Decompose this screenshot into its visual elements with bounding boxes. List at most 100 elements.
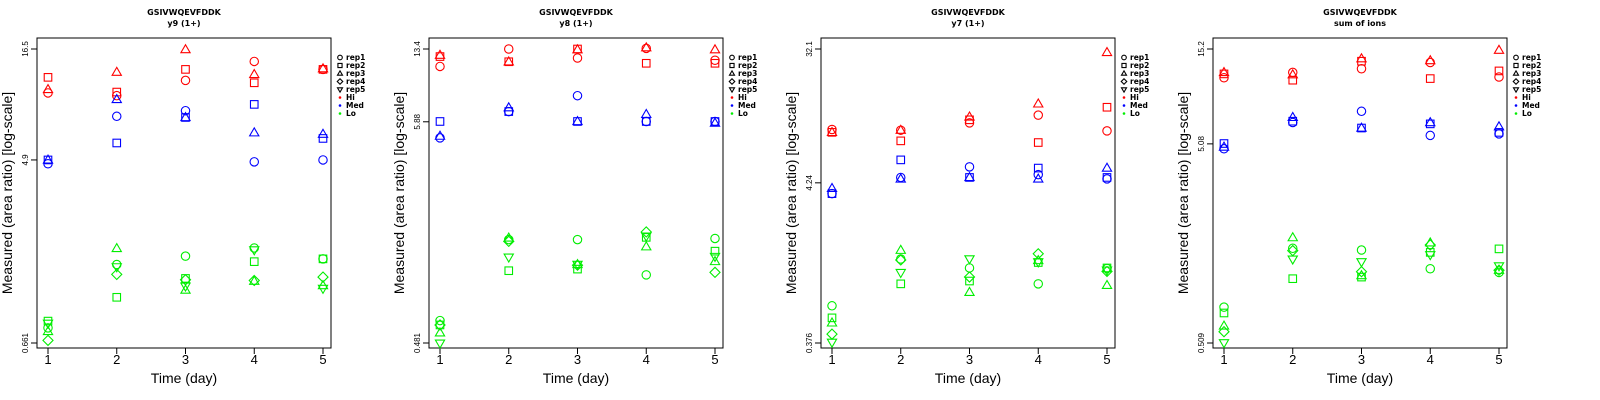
legend-label-rep3: rep3 — [346, 69, 365, 78]
data-point-med-rep1 — [435, 133, 445, 143]
legend-label-hi: Hi — [1130, 93, 1139, 102]
data-point-hi-rep2 — [1494, 66, 1504, 76]
data-point-med-rep2 — [1494, 128, 1504, 137]
data-point-hi-rep3 — [179, 43, 192, 54]
data-point-med-rep1 — [1033, 169, 1044, 180]
legend-label-rep2: rep2 — [1522, 61, 1541, 70]
legend-label-hi: Hi — [738, 93, 747, 102]
y-axis-label: Measured (area ratio) [log-scale] — [0, 92, 15, 294]
legend-label-med: Med — [1522, 101, 1540, 110]
data-point-lo-rep1 — [964, 263, 975, 273]
y-tick-label: 16.5 — [21, 41, 30, 57]
x-axis-label: Time (day) — [935, 370, 1001, 386]
data-point-lo-rep3 — [640, 240, 652, 251]
data-point-med-rep3 — [179, 111, 192, 122]
data-point-med-rep3 — [1424, 116, 1436, 127]
legend-symbol-rep3 — [1512, 69, 1520, 76]
legend-dot-hi — [338, 96, 342, 99]
data-point-hi-rep3 — [640, 41, 652, 52]
chart-panel-1: GSIVWQEVFDDK y9 (1+) 1 2 3 4 5 0.661 4.9 16.5 Time… — [0, 8, 365, 386]
chart-subtitle: y7 (1+) — [951, 19, 984, 28]
data-point-med-rep2 — [827, 189, 837, 198]
x-axis-label: Time (day) — [543, 370, 609, 386]
data-point-med-rep1 — [1102, 174, 1112, 184]
legend-label-rep2: rep2 — [738, 61, 757, 70]
y-tick-label: 0.481 — [413, 332, 422, 353]
legend-dot-hi — [1514, 96, 1518, 99]
x-tick-label: 4 — [1427, 352, 1434, 367]
legend-symbol-rep2 — [337, 62, 343, 69]
data-point-lo-rep4 — [110, 268, 123, 281]
data-point-lo-rep2 — [112, 292, 122, 302]
data-point-hi-rep3 — [1287, 68, 1299, 79]
data-point-hi-rep2 — [43, 73, 53, 82]
data-point-med-rep2 — [249, 100, 259, 109]
x-tick-label: 5 — [319, 352, 326, 367]
data-point-hi-rep1 — [1356, 63, 1367, 74]
data-point-hi-rep1 — [435, 61, 445, 72]
data-point-lo-rep4 — [317, 271, 329, 283]
data-point-med-rep1 — [180, 105, 191, 116]
y-tick-label: 5.88 — [413, 113, 422, 129]
data-point-lo-rep2 — [1288, 274, 1298, 284]
chart-subtitle: y8 (1+) — [559, 19, 592, 28]
x-tick-label: 1 — [44, 352, 51, 367]
data-point-lo-rep3 — [503, 231, 515, 242]
data-point-med-rep1 — [827, 188, 837, 199]
legend-label-rep2: rep2 — [346, 61, 365, 70]
data-point-lo-rep5 — [42, 319, 54, 330]
data-point-lo-rep3 — [1287, 231, 1299, 242]
x-tick-label: 5 — [711, 352, 718, 367]
legend-label-hi: Hi — [346, 93, 355, 102]
chart-subtitle: y9 (1+) — [167, 19, 200, 28]
data-point-lo-rep2 — [573, 264, 582, 274]
legend-dot-lo — [1122, 112, 1126, 115]
data-point-med-rep2 — [504, 107, 514, 116]
data-point-med-rep2 — [318, 134, 328, 143]
x-tick-label: 2 — [505, 352, 512, 367]
data-point-lo-rep5 — [179, 282, 192, 293]
legend-dot-lo — [338, 112, 342, 115]
legend-symbol-rep5 — [1120, 87, 1128, 94]
data-point-lo-rep5 — [963, 255, 976, 265]
data-point-lo-rep5 — [709, 252, 721, 263]
legend-label-lo: Lo — [1130, 109, 1140, 118]
legend-dot-hi — [1122, 96, 1126, 99]
plot-frame — [820, 37, 1116, 349]
data-point-hi-rep2 — [1033, 138, 1043, 147]
x-tick-label: 4 — [251, 352, 258, 367]
data-point-lo-rep5 — [503, 253, 515, 264]
legend-label-rep2: rep2 — [1130, 61, 1149, 70]
legend-label-rep4: rep4 — [346, 77, 365, 86]
legend-label-rep3: rep3 — [738, 69, 757, 78]
data-point-lo-rep4 — [1032, 247, 1045, 260]
legend-symbol-rep5 — [1512, 87, 1520, 94]
data-point-med-rep3 — [111, 93, 123, 104]
data-point-lo-rep5 — [1101, 266, 1113, 277]
data-point-lo-rep4 — [709, 266, 721, 279]
x-tick-label: 1 — [828, 352, 835, 367]
data-point-lo-rep3 — [826, 316, 838, 327]
data-point-med-rep3 — [1032, 172, 1044, 183]
data-point-hi-rep2 — [249, 78, 259, 88]
legend-symbol-rep1 — [729, 54, 735, 61]
data-point-lo-rep3 — [571, 258, 584, 269]
x-tick-label: 5 — [1103, 352, 1110, 367]
legend-label-rep4: rep4 — [738, 77, 757, 86]
data-point-med-rep3 — [895, 172, 907, 183]
x-tick-label: 3 — [182, 352, 189, 367]
data-point-lo-rep3 — [434, 326, 446, 337]
data-point-hi-rep1 — [1494, 72, 1504, 82]
y-tick-label: 13.4 — [413, 41, 422, 57]
data-point-lo-rep2 — [896, 279, 906, 289]
data-point-hi-rep3 — [111, 66, 123, 76]
data-point-med-rep3 — [1355, 122, 1368, 132]
data-point-med-rep3 — [709, 117, 721, 127]
data-point-lo-rep5 — [1493, 262, 1505, 272]
data-point-lo-rep1 — [435, 315, 445, 326]
x-tick-label: 3 — [574, 352, 581, 367]
data-point-lo-rep1 — [641, 270, 651, 280]
